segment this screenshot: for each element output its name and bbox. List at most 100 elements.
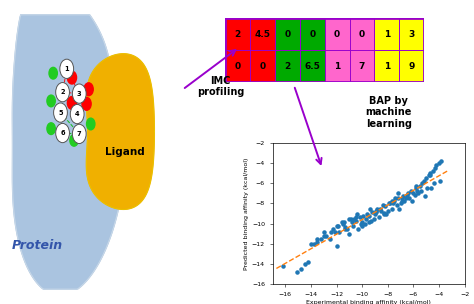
Point (367, 218, 375, 223)
Bar (325, 50, 349, 82)
Point (357, 221, 365, 226)
Point (353, 211, 361, 216)
Point (373, 208, 380, 213)
Point (310, 241, 317, 246)
Point (352, 218, 359, 223)
Text: 6.5: 6.5 (304, 62, 320, 71)
Point (425, 173, 432, 178)
Text: 4: 4 (75, 111, 80, 117)
Point (438, 159, 445, 164)
Circle shape (55, 83, 70, 102)
Point (433, 163, 440, 168)
Point (328, 229, 335, 234)
Point (279, 264, 287, 268)
Point (398, 196, 406, 201)
Point (406, 196, 413, 201)
Point (335, 229, 343, 234)
Point (421, 194, 428, 199)
Point (313, 240, 321, 244)
Circle shape (70, 134, 78, 146)
Text: Ligand: Ligand (105, 147, 145, 157)
Text: 4.5: 4.5 (255, 30, 271, 39)
Bar (349, 18, 374, 50)
Point (364, 211, 371, 216)
Point (386, 201, 394, 206)
Point (402, 196, 410, 201)
Polygon shape (12, 15, 125, 289)
Bar (275, 18, 300, 50)
Point (426, 171, 434, 176)
Text: 0: 0 (334, 30, 340, 39)
Point (339, 221, 346, 226)
Point (388, 199, 395, 204)
Bar (225, 18, 250, 50)
Point (369, 209, 376, 214)
Point (355, 226, 362, 231)
Point (403, 193, 410, 198)
Y-axis label: Predicted binding affinity (kcal/mol): Predicted binding affinity (kcal/mol) (244, 157, 249, 270)
Polygon shape (86, 54, 155, 209)
Point (412, 184, 419, 189)
Text: 0: 0 (309, 30, 315, 39)
Point (424, 186, 431, 191)
Point (401, 199, 408, 204)
Point (333, 244, 340, 248)
Point (394, 191, 402, 196)
Point (342, 224, 349, 229)
Bar (349, 50, 374, 82)
Bar (250, 50, 275, 82)
Circle shape (47, 123, 55, 134)
Point (380, 211, 388, 216)
Bar (300, 50, 325, 82)
Point (362, 216, 370, 221)
Point (411, 193, 419, 198)
Circle shape (87, 118, 95, 130)
Text: 2: 2 (60, 89, 65, 95)
Circle shape (70, 105, 84, 124)
Point (358, 219, 366, 224)
Point (377, 208, 385, 213)
Point (395, 206, 403, 211)
Text: 3: 3 (77, 91, 82, 97)
Point (417, 189, 425, 194)
Point (383, 211, 390, 216)
Text: Protein: Protein (12, 239, 63, 252)
Point (399, 194, 407, 199)
Point (380, 210, 388, 215)
Point (313, 237, 321, 241)
Point (437, 179, 444, 184)
Point (329, 226, 337, 231)
Bar (250, 18, 275, 50)
Text: IMC
profiling: IMC profiling (197, 76, 244, 98)
Point (360, 213, 367, 218)
Point (435, 161, 443, 165)
Point (346, 216, 353, 221)
Bar (399, 18, 424, 50)
Point (351, 216, 358, 221)
Point (422, 176, 430, 181)
X-axis label: Experimental binding affinity (kcal/mol): Experimental binding affinity (kcal/mol) (306, 300, 431, 304)
Point (338, 219, 346, 224)
Point (322, 233, 330, 238)
Point (382, 204, 389, 209)
Text: 5: 5 (58, 110, 63, 116)
Text: 1: 1 (334, 62, 340, 71)
Point (334, 223, 342, 228)
Point (293, 270, 301, 275)
Text: 2: 2 (284, 62, 291, 71)
Point (373, 209, 380, 214)
Text: 0: 0 (259, 62, 265, 71)
Point (305, 260, 312, 264)
Point (340, 219, 348, 224)
Point (420, 179, 428, 184)
Bar (374, 18, 399, 50)
Point (320, 229, 328, 234)
Point (419, 181, 426, 186)
Point (416, 184, 423, 189)
Point (394, 196, 402, 201)
Circle shape (54, 103, 67, 122)
Point (348, 219, 356, 224)
Circle shape (55, 123, 70, 143)
Circle shape (60, 59, 73, 78)
Point (393, 203, 401, 208)
